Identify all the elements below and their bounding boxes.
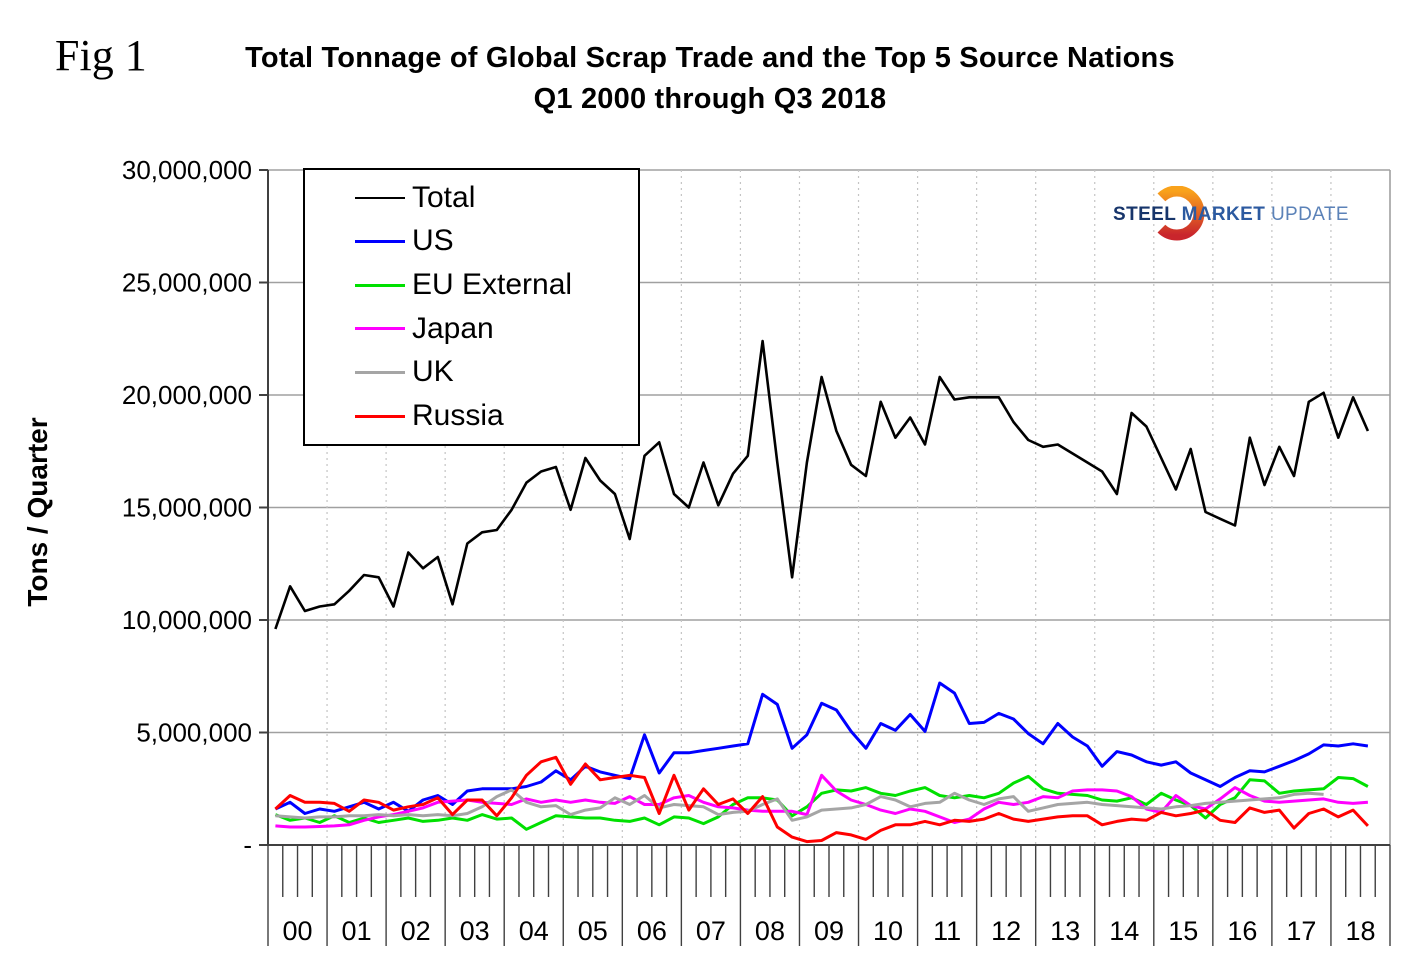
logo-word-update: UPDATE xyxy=(1270,204,1349,225)
y-tick-label: 25,000,000 xyxy=(122,268,252,298)
x-year-label: 18 xyxy=(1345,916,1375,946)
chart-title-line2: Q1 2000 through Q3 2018 xyxy=(533,83,887,116)
legend-line-sample xyxy=(355,239,405,243)
legend-box: Total US EU External Japan UK Russia xyxy=(303,168,640,446)
legend-label: Total xyxy=(412,180,476,214)
legend-label: US xyxy=(412,224,454,258)
series-line-uk xyxy=(275,788,1324,822)
legend-line-sample xyxy=(355,283,405,287)
series-line-total xyxy=(274,339,1370,630)
legend-label: Japan xyxy=(412,311,494,345)
x-year-label: 05 xyxy=(578,916,608,946)
x-year-label: 07 xyxy=(696,916,726,946)
legend-line-sample xyxy=(355,414,405,418)
legend-label: UK xyxy=(412,355,454,389)
y-tick-label: 15,000,000 xyxy=(122,493,252,523)
legend-label: EU External xyxy=(412,268,573,302)
x-year-label: 09 xyxy=(814,916,844,946)
x-year-label: 03 xyxy=(460,916,490,946)
chart-title: Total Tonnage of Global Scrap Trade and … xyxy=(0,38,1420,120)
y-tick-label: 30,000,000 xyxy=(122,155,252,185)
legend-item-russia: Russia xyxy=(355,396,638,436)
y-tick-label: 20,000,000 xyxy=(122,380,252,410)
x-year-label: 14 xyxy=(1109,916,1139,946)
x-year-label: 04 xyxy=(519,916,549,946)
legend-item-eu-external: EU External xyxy=(355,265,638,305)
legend-line-sample xyxy=(355,327,405,331)
x-year-label: 02 xyxy=(401,916,431,946)
x-year-label: 15 xyxy=(1168,916,1198,946)
y-tick-label: 10,000,000 xyxy=(122,605,252,635)
legend-line-sample xyxy=(355,370,405,374)
x-year-label: 06 xyxy=(637,916,667,946)
y-tick-label: 5,000,000 xyxy=(136,718,252,748)
x-year-label: 08 xyxy=(755,916,785,946)
logo-word-market: MARKET xyxy=(1181,204,1266,225)
legend-item-us: US xyxy=(355,221,638,261)
logo-word-steel: STEEL xyxy=(1113,204,1176,225)
logo-crescent-icon xyxy=(1157,186,1205,241)
legend-item-uk: UK xyxy=(355,352,638,392)
y-tick-label: - xyxy=(243,830,252,860)
x-year-label: 00 xyxy=(283,916,313,946)
figure-number-label: Fig 1 xyxy=(55,31,147,80)
steel-market-update-logo: STEEL MARKET UPDATE xyxy=(1105,186,1355,244)
x-year-label: 11 xyxy=(933,916,961,946)
x-year-label: 17 xyxy=(1286,916,1316,946)
legend-line-sample xyxy=(355,196,405,199)
series-line-japan xyxy=(275,773,1369,829)
legend-label: Russia xyxy=(412,399,504,433)
legend-item-japan: Japan xyxy=(355,309,638,349)
x-year-label: 12 xyxy=(991,916,1021,946)
series-line-russia xyxy=(274,755,1369,844)
chart-title-line1: Total Tonnage of Global Scrap Trade and … xyxy=(245,42,1175,74)
x-year-label: 16 xyxy=(1227,916,1257,946)
x-year-label: 10 xyxy=(873,916,903,946)
logo-text: STEEL MARKET UPDATE xyxy=(1113,204,1363,226)
x-year-label: 13 xyxy=(1050,916,1080,946)
legend-item-total: Total xyxy=(355,178,638,218)
x-year-label: 01 xyxy=(342,916,372,946)
